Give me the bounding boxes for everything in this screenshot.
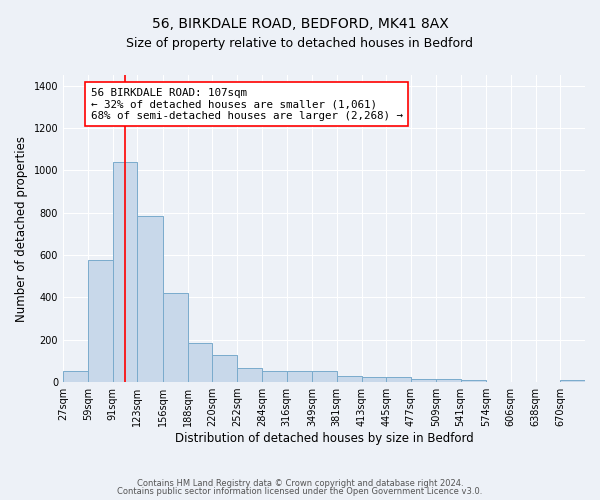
Bar (287, 372, 312, 382)
Text: Size of property relative to detached houses in Bedford: Size of property relative to detached ho… (127, 38, 473, 51)
Bar (88, 260, 113, 382)
Text: Contains public sector information licensed under the Open Government Licence v3: Contains public sector information licen… (118, 487, 482, 496)
X-axis label: Distribution of detached houses by size in Bedford: Distribution of detached houses by size … (175, 432, 473, 445)
Bar (436, 379, 461, 382)
Bar (312, 372, 337, 382)
Bar (386, 377, 411, 382)
Bar (262, 372, 287, 382)
Bar (212, 354, 237, 382)
Bar (411, 379, 436, 382)
Bar (560, 380, 585, 382)
Bar (362, 377, 386, 382)
Y-axis label: Number of detached properties: Number of detached properties (15, 136, 28, 322)
Text: 56, BIRKDALE ROAD, BEDFORD, MK41 8AX: 56, BIRKDALE ROAD, BEDFORD, MK41 8AX (152, 18, 448, 32)
Text: Contains HM Land Registry data © Crown copyright and database right 2024.: Contains HM Land Registry data © Crown c… (137, 478, 463, 488)
Text: 56 BIRKDALE ROAD: 107sqm
← 32% of detached houses are smaller (1,061)
68% of sem: 56 BIRKDALE ROAD: 107sqm ← 32% of detach… (91, 88, 403, 121)
Bar (163, 293, 188, 382)
Bar (461, 380, 486, 382)
Bar (237, 368, 262, 382)
Bar (113, 162, 137, 382)
Bar (137, 216, 163, 382)
Bar (63, 372, 88, 382)
Bar (188, 343, 212, 382)
Bar (337, 376, 362, 382)
